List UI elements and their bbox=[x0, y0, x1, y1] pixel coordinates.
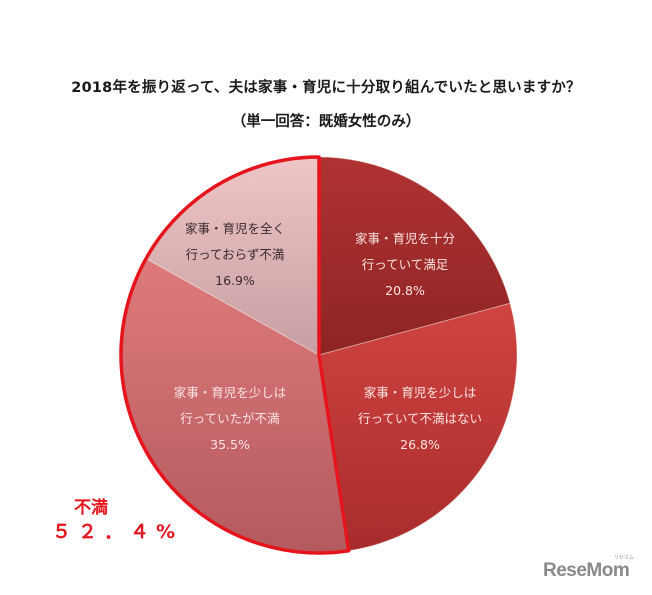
slice-label-line: 行っておらず不満 bbox=[185, 247, 285, 262]
slice-label-some-dissatisfied: 家事・育児を少しは 行っていたが不満 35.5% bbox=[155, 380, 305, 458]
resemom-logo-sub: リセマム bbox=[614, 555, 635, 561]
slice-value: 20.8% bbox=[385, 283, 425, 298]
chart-subtitle: （単一回答：既婚女性のみ） bbox=[231, 114, 421, 130]
slice-value: 16.9% bbox=[215, 273, 255, 288]
slice-label-line: 行っていて満足 bbox=[361, 257, 449, 272]
chart-title: 2018年を振り返って、夫は家事・育児に十分取り組んでいたと思いますか？ bbox=[71, 80, 581, 96]
pie-slice bbox=[318, 156, 511, 356]
slice-label-none-dissatisfied: 家事・育児を全く 行っておらず不満 16.9% bbox=[165, 216, 305, 294]
slice-value: 26.8% bbox=[400, 437, 440, 452]
slice-label-satisfied: 家事・育児を十分 行っていて満足 20.8% bbox=[330, 226, 480, 304]
slice-label-no-complaint: 家事・育児を少しは 行っていて不満はない 26.8% bbox=[340, 380, 500, 458]
slice-label-line: 家事・育児を少しは bbox=[173, 385, 287, 400]
slice-label-line: 家事・育児を十分 bbox=[354, 231, 455, 246]
slice-value: 35.5% bbox=[210, 437, 250, 452]
pie-slice bbox=[318, 302, 518, 552]
callout-label: 不満 bbox=[74, 498, 108, 518]
slice-label-line: 家事・育児を全く bbox=[184, 221, 285, 236]
dissatisfied-total-callout: 不満 ５２．４% bbox=[52, 497, 182, 545]
slice-label-line: 家事・育児を少しは bbox=[363, 385, 477, 400]
callout-value: ５２．４% bbox=[52, 521, 183, 543]
slice-label-line: 行っていて不満はない bbox=[357, 411, 482, 426]
dissatisfied-outline bbox=[119, 155, 351, 555]
resemom-logo: ReseMom bbox=[543, 560, 630, 581]
slice-label-line: 行っていたが不満 bbox=[180, 411, 280, 426]
